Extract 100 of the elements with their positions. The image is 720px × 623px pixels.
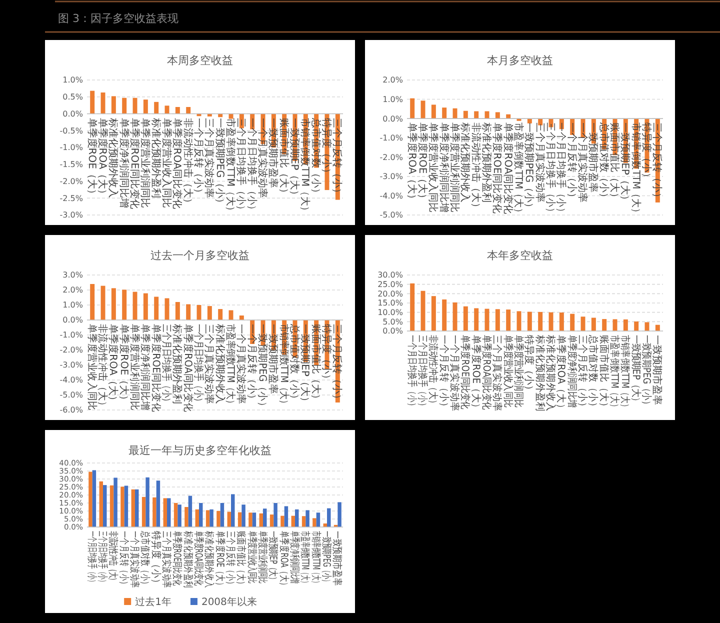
y-tick-label: 15.0% <box>378 298 404 308</box>
bar <box>143 100 148 114</box>
x-tick-label: 非流动性冲击（大） <box>426 335 439 408</box>
bar <box>463 110 468 119</box>
bar <box>143 293 148 320</box>
bar <box>163 498 167 527</box>
bar <box>146 477 150 527</box>
x-tick-label: 单季度营业利润同比 <box>257 531 270 584</box>
bar <box>111 288 116 320</box>
bar <box>591 318 596 331</box>
x-tick-label: 单季度营业收入同比 <box>502 335 514 408</box>
x-tick-label: 总市值对数（小） <box>310 116 322 198</box>
x-tick-label: 标准化预期外盈利 <box>150 116 162 198</box>
x-tick-label: 市销率倒数TTM（大） <box>630 122 642 218</box>
x-tick-label: 单季度ROA（大） <box>107 324 120 406</box>
x-tick-label: 一个月反转（小） <box>438 335 450 412</box>
y-tick-label: 2.0% <box>382 76 404 85</box>
y-tick-label: -2.0% <box>60 176 84 186</box>
y-tick-label: 1.0% <box>382 94 404 104</box>
x-tick-label: 市销率倒数TTM（大） <box>299 118 312 216</box>
x-tick-label: 市销率倒数TTM（大） <box>278 324 290 408</box>
x-tick-label: 单季度ROE同比变化 <box>172 531 184 586</box>
x-tick-label: 一个月真实波动率 <box>576 122 588 203</box>
x-tick-label: 单季度ROA同比变化 <box>171 118 184 210</box>
x-tick-label: 账面市值比（大） <box>310 324 322 404</box>
x-tick-label: 市盈率倒数TTM（大） <box>512 122 525 218</box>
bar <box>431 296 436 331</box>
x-tick-label: 市盈率倒数TTM（大） <box>224 118 237 216</box>
x-tick-label: 标准化预期外盈利 <box>181 530 194 588</box>
bar <box>110 485 114 527</box>
y-tick-label: -3.0% <box>60 210 84 220</box>
x-tick-label: 单季度ROA同比变化 <box>182 324 194 412</box>
x-tick-label: 三个月日均换手（小） <box>235 118 248 215</box>
bar <box>92 470 96 527</box>
x-tick-label: 一致预期市盈率 <box>587 122 600 193</box>
bar <box>135 489 139 527</box>
bar <box>242 504 246 527</box>
y-tick-label: -5.0% <box>380 210 404 220</box>
bar <box>111 96 116 114</box>
x-tick-label: 特异度（小） <box>150 531 162 588</box>
y-tick-label: 0.0% <box>62 109 84 118</box>
x-tick-label: 单季度ROA同比变化 <box>480 335 492 410</box>
y-tick-label: -2.0% <box>60 346 84 355</box>
chart-title: 本年多空收益 <box>487 249 553 262</box>
x-tick-label: 单季度ROA（大） <box>555 335 568 413</box>
legend-label: 过去1年 <box>135 596 172 608</box>
x-tick-label: 一致预期PEG（小） <box>214 118 226 208</box>
bar <box>195 509 199 527</box>
bar <box>122 98 127 114</box>
x-tick-label: 一个月日均换手（小） <box>405 335 418 410</box>
y-tick-label: -6.0% <box>60 406 84 415</box>
bar <box>474 111 479 119</box>
bar <box>442 108 447 119</box>
bar <box>280 516 284 527</box>
bar <box>527 312 532 331</box>
x-tick-label: 一个月日均换手（小） <box>192 324 204 406</box>
bar <box>231 494 235 527</box>
bar <box>120 486 124 527</box>
x-tick-label: 三个月反转（小） <box>331 324 344 404</box>
y-tick-label: 20.0% <box>378 289 404 298</box>
bar <box>184 507 188 527</box>
x-tick-label: 一致预期市盈率 <box>651 335 664 405</box>
bar <box>410 98 415 119</box>
x-tick-label: 单季度净利润同比增 <box>566 335 578 408</box>
x-tick-label: 一致预期EP（大） <box>288 118 300 200</box>
x-tick-label: 三个月真实波动率 <box>203 324 216 404</box>
x-tick-label: 三个月真实波动率 <box>491 335 504 412</box>
x-tick-label: 单季度ROE（大） <box>86 118 98 199</box>
x-tick-label: 账面市值比（大） <box>608 122 620 203</box>
bar <box>302 516 306 527</box>
x-tick-label: 非流动性冲击（大） <box>108 531 120 584</box>
x-tick-label: 单季度ROE（大） <box>470 335 482 413</box>
x-tick-label: 单季度营业利润同比 <box>448 122 461 213</box>
x-tick-label: 三个月真实波动率 <box>203 118 216 198</box>
x-tick-label: 标准化预期外收入 <box>544 334 557 412</box>
bar <box>186 304 191 320</box>
x-tick-label: 一致预期市盈率 <box>330 531 344 586</box>
bar <box>506 310 511 331</box>
y-tick-label: 1.0% <box>62 76 84 85</box>
bar <box>207 114 212 116</box>
bar <box>175 302 180 320</box>
bar <box>142 496 146 527</box>
x-tick-label: 市盈率倒数TTM（大） <box>224 324 236 408</box>
bar <box>495 112 500 119</box>
chart-title: 本周多空收益 <box>167 54 233 67</box>
x-tick-label: 标准化预期外盈利 <box>171 323 184 404</box>
bar <box>99 481 103 527</box>
bar <box>220 503 224 527</box>
bar <box>538 312 543 331</box>
x-tick-label: 单季度营业利润同比 <box>128 324 141 411</box>
bar <box>216 511 220 527</box>
bar <box>156 480 160 527</box>
x-tick-label: 市盈率倒数TTM（大） <box>300 531 311 586</box>
bar <box>218 309 223 320</box>
caption: 图 3：因子多空收益表现 <box>58 12 178 25</box>
x-tick-label: 单季度ROE（大） <box>416 122 428 204</box>
x-tick-label: 市盈率倒数TTM（大） <box>608 335 621 412</box>
x-tick-label: 单季度ROA（大） <box>96 118 108 200</box>
x-tick-label: 一个月日均换手（小） <box>246 118 258 215</box>
bar <box>312 518 316 527</box>
